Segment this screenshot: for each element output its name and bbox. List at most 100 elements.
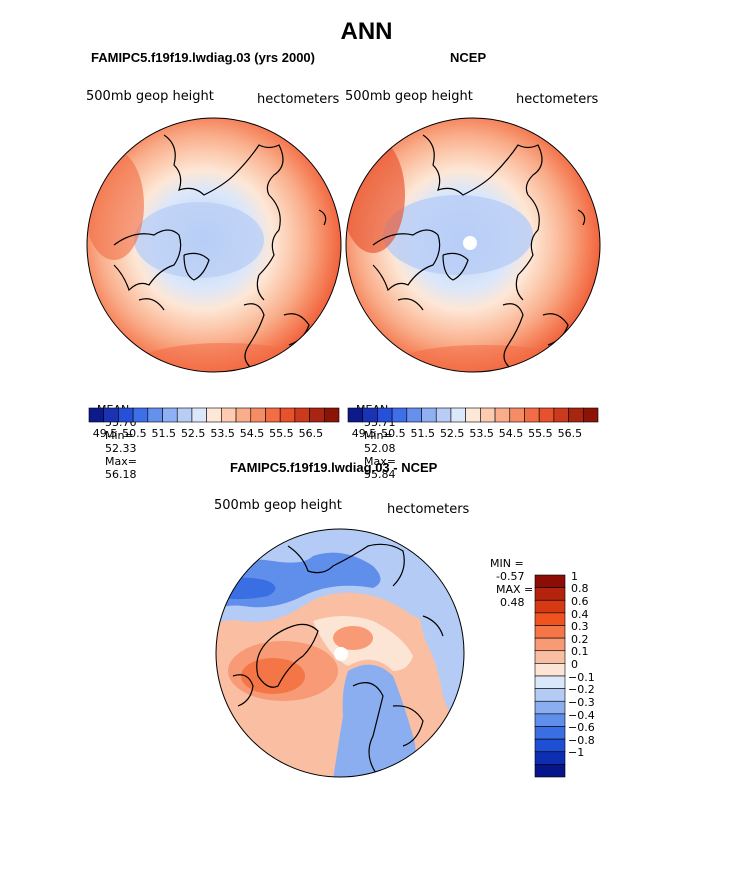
diff-colorbar-swatch — [534, 726, 566, 740]
model-case-title: FAMIPC5.f19f19.lwdiag.03 (yrs 2000) — [91, 50, 315, 65]
obs-colorbar-swatch — [538, 407, 555, 423]
diff-colorbar-tick-label: −0.2 — [568, 683, 595, 697]
diff-colorbar-swatch — [534, 675, 566, 689]
model-colorbar-tick-label: 56.5 — [298, 427, 324, 440]
diff-max-value: 0.48 — [500, 596, 525, 609]
diff-coastlines — [232, 543, 444, 777]
model-colorbar-swatch — [221, 407, 237, 423]
diff-units-label: hectometers — [387, 502, 470, 517]
model-colorbar-swatch — [206, 407, 222, 423]
obs-min-value: 52.08 — [364, 442, 396, 455]
diff-colorbar-swatch — [534, 688, 566, 702]
obs-high-lobe — [346, 137, 405, 253]
diff-colorbar-tick-label: −0.3 — [568, 695, 595, 709]
obs-polar-map — [345, 117, 601, 373]
diff-colorbar-tick-label: −0.8 — [568, 733, 595, 747]
diff-colorbar-tick-label: 0 — [571, 658, 578, 671]
obs-colorbar-tick-label: 53.5 — [469, 427, 494, 440]
model-colorbar-swatch — [250, 407, 266, 423]
diff-colorbar-tick-label: 0.8 — [571, 582, 589, 596]
diff-neg-south — [333, 664, 416, 777]
obs-low-core — [383, 195, 533, 275]
obs-colorbar-tick-label: 49.5 — [351, 427, 377, 440]
model-colorbar-swatch — [147, 407, 163, 423]
diff-neg-north-deep — [218, 577, 276, 600]
diff-colorbar-tick-label: 1 — [571, 569, 578, 583]
diff-missing-pole — [334, 647, 348, 661]
obs-missing-pole — [463, 236, 477, 250]
model-colorbar — [88, 407, 340, 423]
model-colorbar-swatch — [118, 407, 134, 423]
model-colorbar-swatch — [132, 407, 149, 423]
obs-colorbar-tick-label: 50.5 — [381, 427, 406, 440]
model-max-value: 56.18 — [105, 468, 137, 481]
diff-colorbar-swatch — [534, 612, 566, 626]
model-colorbar-swatch — [191, 407, 207, 423]
obs-units-label: hectometers — [516, 92, 599, 107]
diff-colorbar-labels: 1 0.8 0.6 0.4 0.3 0.2 0.1 0 −0.1 −0.2 −0.3 −0.4 −0.6… — [568, 570, 628, 777]
diff-colorbar — [534, 574, 566, 778]
model-polar-map — [86, 117, 342, 373]
obs-colorbar-swatch — [421, 407, 437, 423]
model-colorbar-swatch — [176, 407, 193, 423]
diff-colorbar-tick-label: −0.4 — [568, 708, 595, 722]
model-colorbar-labels: 49.5 50.5 51.5 52.5 53.5 54.5 55.5 56.5 — [89, 427, 339, 441]
model-colorbar-tick-label: 51.5 — [151, 427, 177, 440]
obs-colorbar-swatch — [494, 407, 511, 423]
obs-colorbar-tick-label: 51.5 — [410, 427, 436, 440]
model-low-core — [134, 202, 264, 278]
diff-minmax: MIN = -0.57 MAX = 0.48 — [483, 544, 533, 609]
diff-colorbar-swatch — [534, 738, 566, 753]
diff-colorbar-swatch — [534, 663, 566, 677]
obs-colorbar-tick-label: 54.5 — [498, 427, 524, 440]
diff-colorbar-swatch — [534, 625, 566, 639]
diff-colorbar-tick-label: 0.1 — [571, 645, 589, 659]
obs-colorbar — [347, 407, 599, 423]
obs-colorbar-tick-label: 52.5 — [439, 427, 465, 440]
obs-colorbar-swatch — [480, 407, 496, 423]
diff-colorbar-swatch — [534, 751, 566, 765]
diff-colorbar-tick-label: 0.6 — [571, 594, 589, 608]
obs-colorbar-tick-label: 56.5 — [557, 427, 583, 440]
obs-colorbar-tick-label: 55.5 — [528, 427, 553, 440]
diff-colorbar-tick-label: 0.2 — [571, 632, 589, 646]
diff-max-label: MAX = — [496, 583, 534, 596]
diff-polar-map — [215, 528, 465, 778]
model-colorbar-tick-label: 55.5 — [269, 427, 294, 440]
diff-pos-east — [333, 626, 373, 650]
obs-colorbar-swatch — [465, 407, 481, 423]
model-units-label: hectometers — [257, 92, 340, 107]
model-max-label: Max= — [105, 455, 137, 468]
model-min-value: 52.33 — [105, 442, 137, 455]
model-colorbar-tick-label: 52.5 — [180, 427, 206, 440]
obs-colorbar-swatch — [377, 407, 393, 423]
diff-colorbar-swatch — [534, 637, 566, 652]
diff-colorbar-tick-label: 0.4 — [571, 607, 589, 621]
model-colorbar-swatch — [235, 407, 252, 423]
model-high-lobe-south — [134, 343, 314, 372]
model-coastlines — [113, 134, 327, 371]
diff-variable-label: 500mb geop height — [214, 498, 342, 513]
model-colorbar-tick-label: 50.5 — [122, 427, 147, 440]
model-min-label: Min= — [105, 429, 134, 442]
diff-case-title: FAMIPC5.f19f19.lwdiag.03 - NCEP — [230, 460, 438, 475]
obs-variable-label: 500mb geop height — [345, 89, 473, 104]
obs-colorbar-swatch — [406, 407, 422, 423]
diff-colorbar-swatch — [534, 764, 566, 778]
obs-min-label: Min= — [364, 429, 393, 442]
diff-colorbar-swatch — [534, 650, 566, 664]
diff-min-value: -0.57 — [496, 570, 525, 583]
model-colorbar-swatch — [323, 407, 340, 423]
diff-min-label: MIN = — [490, 557, 524, 570]
obs-colorbar-swatch — [582, 407, 599, 423]
obs-colorbar-swatch — [509, 407, 525, 423]
obs-case-title: NCEP — [450, 50, 487, 65]
model-colorbar-swatch — [309, 407, 325, 423]
diff-colorbar-tick-label: 0.3 — [571, 620, 589, 634]
model-colorbar-tick-label: 53.5 — [210, 427, 235, 440]
model-colorbar-swatch — [103, 407, 119, 423]
obs-colorbar-swatch — [524, 407, 540, 423]
obs-high-lobe-south — [388, 345, 578, 372]
diff-colorbar-swatch — [534, 587, 566, 601]
diff-colorbar-swatch — [534, 700, 566, 715]
